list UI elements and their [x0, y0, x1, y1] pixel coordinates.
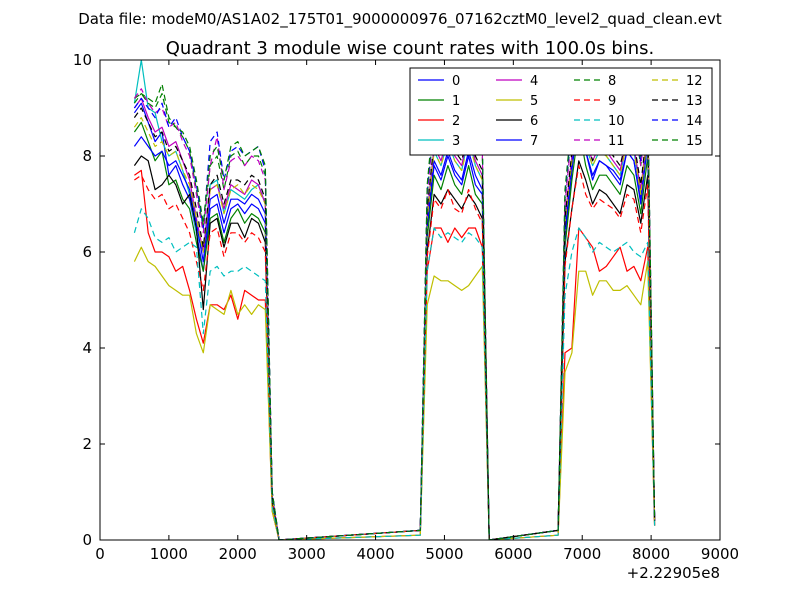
chart-title: Quadrant 3 module wise count rates with … — [166, 38, 655, 59]
legend-label-15: 15 — [686, 134, 703, 149]
series-line-11 — [133, 83, 656, 540]
y-tick-label: 2 — [82, 435, 92, 453]
y-tick-label: 8 — [82, 147, 92, 165]
legend-label-0: 0 — [452, 74, 460, 89]
y-tick-label: 10 — [73, 51, 92, 69]
legend-label-10: 10 — [608, 114, 625, 129]
x-tick-label: 7000 — [563, 545, 601, 563]
series-line-1 — [133, 121, 656, 540]
x-offset-label: +2.22905e8 — [627, 564, 720, 582]
y-tick-label: 0 — [82, 531, 92, 549]
series-line-6 — [133, 155, 656, 540]
series-line-2 — [134, 169, 656, 540]
legend-label-8: 8 — [608, 74, 616, 89]
y-tick-label: 6 — [82, 243, 92, 261]
legend-label-9: 9 — [608, 94, 616, 109]
series-line-7 — [133, 112, 656, 540]
x-tick-label: 4000 — [356, 545, 394, 563]
legend-label-3: 3 — [452, 134, 460, 149]
legend-label-13: 13 — [686, 94, 703, 109]
x-tick-label: 3000 — [288, 545, 326, 563]
chart-suptitle: Data file: modeM0/AS1A02_175T01_90000009… — [78, 10, 722, 29]
series-line-4 — [133, 97, 656, 540]
legend-label-2: 2 — [452, 114, 460, 129]
legend-label-7: 7 — [530, 134, 538, 149]
x-tick-label: 9000 — [701, 545, 739, 563]
y-tick-label: 4 — [82, 339, 92, 357]
legend-label-1: 1 — [452, 94, 460, 109]
legend-label-11: 11 — [608, 134, 625, 149]
legend-box — [409, 67, 713, 156]
x-tick-label: 5000 — [425, 545, 463, 563]
legend-label-4: 4 — [530, 74, 538, 89]
legend-label-12: 12 — [686, 74, 703, 89]
series-line-13 — [133, 102, 656, 540]
series-line-10 — [133, 208, 656, 540]
x-tick-label: 0 — [95, 545, 105, 563]
axis-ticks: 0 1000 2000 3000 4000 5000 6000 7000 8000 9000 0 2 4… — [73, 51, 739, 563]
plot-frame — [99, 59, 721, 541]
x-tick-label: 1000 — [150, 545, 188, 563]
x-tick-label: 2000 — [219, 545, 257, 563]
legend-label-5: 5 — [530, 94, 538, 109]
series-line-5 — [133, 246, 656, 540]
series-line-9 — [134, 165, 656, 540]
legend-label-6: 6 — [530, 114, 538, 129]
series-line-0 — [133, 102, 656, 540]
legend-label-14: 14 — [686, 114, 703, 129]
x-tick-label: 6000 — [494, 545, 532, 563]
x-tick-label: 8000 — [632, 545, 670, 563]
